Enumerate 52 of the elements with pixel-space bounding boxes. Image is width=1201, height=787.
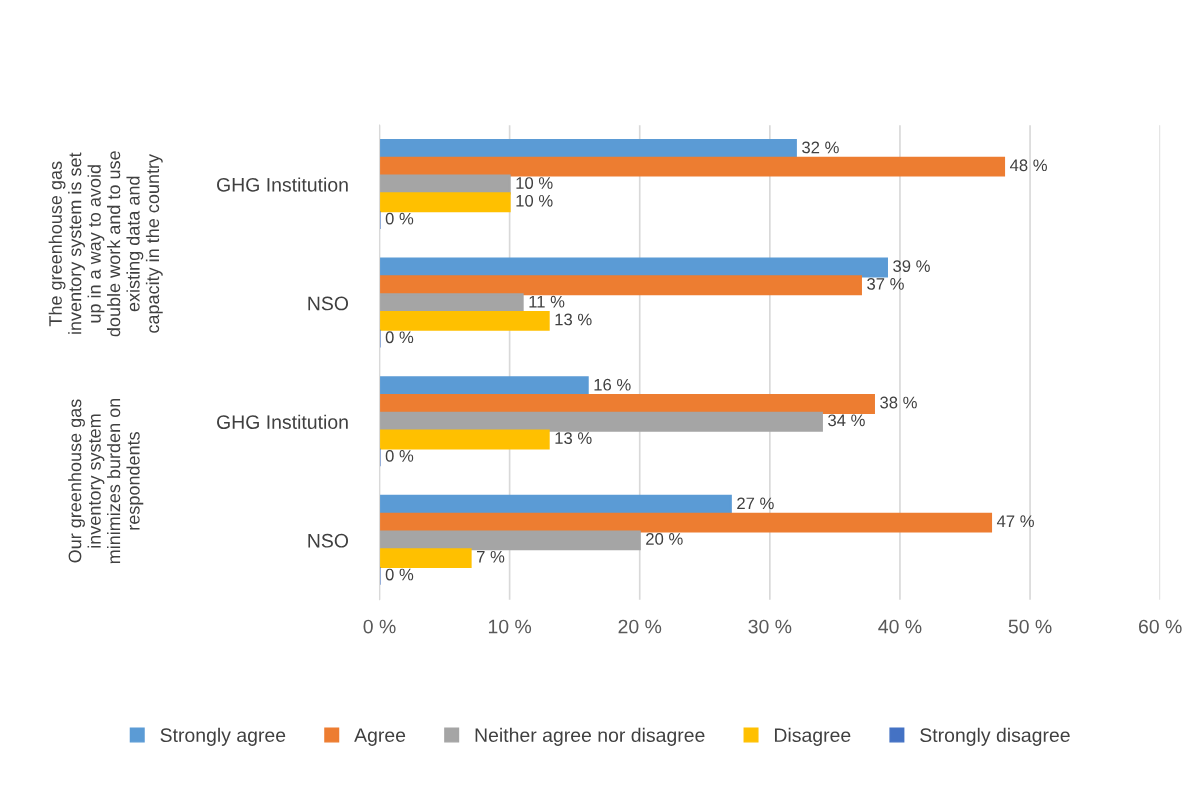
data-label: 32 % xyxy=(802,141,839,154)
data-label: 13 % xyxy=(555,313,592,326)
x-tick-label: 50 % xyxy=(1008,619,1052,634)
y-tick-label: NSO xyxy=(308,296,349,311)
legend-label: Strongly disagree xyxy=(920,727,1070,746)
bar xyxy=(379,548,472,569)
x-tick-label: 60 % xyxy=(1138,619,1182,634)
x-tick-label: 0 % xyxy=(363,619,396,634)
bar xyxy=(379,192,511,213)
bar xyxy=(379,494,732,515)
legend-label: Agree xyxy=(354,728,406,746)
bar xyxy=(379,530,641,551)
bar xyxy=(379,429,550,450)
bar xyxy=(379,310,550,331)
data-label: 0 % xyxy=(385,450,414,462)
bar xyxy=(379,376,589,397)
data-label: 20 % xyxy=(646,533,683,545)
data-label: 10 % xyxy=(516,177,553,189)
data-label: 38 % xyxy=(880,396,917,409)
data-label: 13 % xyxy=(555,432,592,444)
data-label: 0 % xyxy=(385,568,414,581)
bar xyxy=(379,275,862,296)
x-tick-label: 40 % xyxy=(878,619,922,634)
data-label: 34 % xyxy=(828,414,865,427)
bar xyxy=(379,512,993,533)
bar xyxy=(379,394,875,414)
legend-label: Strongly agree xyxy=(160,727,286,746)
x-tick-label: 20 % xyxy=(618,619,662,634)
data-label: 16 % xyxy=(594,378,631,391)
data-label: 39 % xyxy=(893,260,930,272)
x-tick-label: 10 % xyxy=(488,619,532,634)
data-label: 10 % xyxy=(516,194,553,207)
bar xyxy=(379,156,1006,177)
bar xyxy=(379,138,797,159)
x-tick-label: 30 % xyxy=(748,619,792,634)
bar xyxy=(379,411,823,432)
legend-label: Disagree xyxy=(774,727,851,746)
data-label: 7 % xyxy=(477,550,505,563)
data-label: 0 % xyxy=(385,212,414,225)
y-tick-label: GHG Institution xyxy=(217,414,348,429)
text: The greenhouse gas inventory system is set up in a way to avoid double work and to use existing data and capacity in the country xyxy=(48,151,163,337)
bar xyxy=(379,293,524,314)
text: Our greenhouse gas inventory system minimizes burden on respondents xyxy=(68,398,144,564)
legend-label: Neither agree nor disagree xyxy=(475,727,705,746)
data-label: 37 % xyxy=(867,277,904,290)
data-label: 27 % xyxy=(737,497,774,510)
y-tick-label: NSO xyxy=(308,533,349,548)
y-tick-label: GHG Institution xyxy=(217,177,348,192)
data-label: 48 % xyxy=(1009,159,1047,172)
data-label: 47 % xyxy=(996,515,1034,527)
data-label: 0 % xyxy=(385,331,414,344)
data-label: 11 % xyxy=(529,295,565,308)
